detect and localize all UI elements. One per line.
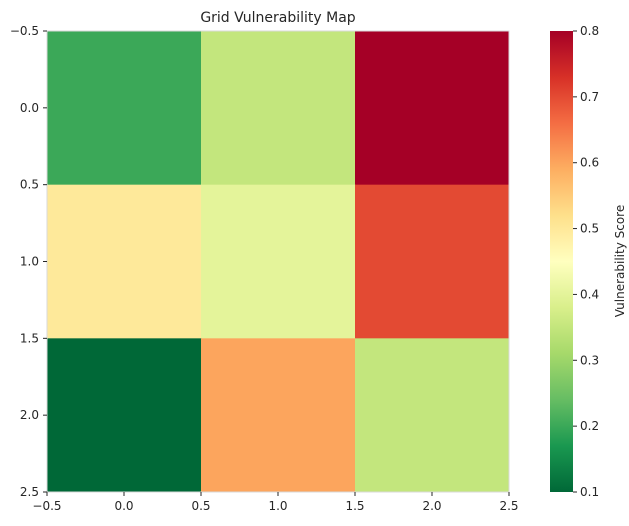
heatmap-cell-r2-c0 (47, 338, 202, 493)
y-tick-label: 1.0 (20, 255, 39, 269)
heatmap-cells (47, 31, 510, 493)
heatmap-cell-r0-c0 (47, 31, 202, 186)
x-tick-label: −0.5 (32, 499, 61, 513)
x-tick-label: 0.0 (114, 499, 133, 513)
x-axis: −0.5 0.0 0.5 1.0 1.5 2.0 2.5 (32, 492, 519, 513)
colorbar-tick-label: 0.8 (580, 24, 599, 38)
x-tick-label: 1.5 (345, 499, 364, 513)
x-tick-label: 0.5 (191, 499, 210, 513)
heatmap-cell-r1-c0 (47, 184, 202, 339)
colorbar-tick-label: 0.1 (580, 485, 599, 499)
heatmap-cell-r1-c2 (355, 184, 510, 339)
colorbar-tick-label: 0.3 (580, 353, 599, 367)
colorbar (550, 31, 573, 492)
y-tick-label: 0.5 (20, 178, 39, 192)
colorbar-label: Vulnerability Score (613, 205, 627, 317)
y-tick-label: 1.5 (20, 331, 39, 345)
x-tick-label: 2.0 (422, 499, 441, 513)
y-axis: −0.5 0.0 0.5 1.0 1.5 2.0 2.5 (10, 24, 47, 499)
heatmap-cell-r0-c1 (201, 31, 356, 186)
y-tick-label: −0.5 (10, 24, 39, 38)
y-tick-label: 2.5 (20, 485, 39, 499)
y-tick-label: 0.0 (20, 101, 39, 115)
colorbar-tick-label: 0.6 (580, 156, 599, 170)
x-tick-label: 1.0 (268, 499, 287, 513)
colorbar-axis: 0.1 0.2 0.3 0.4 0.5 0.6 0.7 0.8 (573, 24, 599, 499)
heatmap-cell-r0-c2 (355, 31, 510, 186)
y-tick-label: 2.0 (20, 408, 39, 422)
chart-title: Grid Vulnerability Map (200, 10, 355, 26)
heatmap-cell-r1-c1 (201, 184, 356, 339)
heatmap-cell-r2-c2 (355, 338, 510, 493)
colorbar-tick-label: 0.4 (580, 287, 599, 301)
x-tick-label: 2.5 (499, 499, 518, 513)
colorbar-tick-label: 0.2 (580, 419, 599, 433)
colorbar-tick-label: 0.7 (580, 90, 599, 104)
colorbar-tick-label: 0.5 (580, 222, 599, 236)
heatmap-cell-r2-c1 (201, 338, 356, 493)
